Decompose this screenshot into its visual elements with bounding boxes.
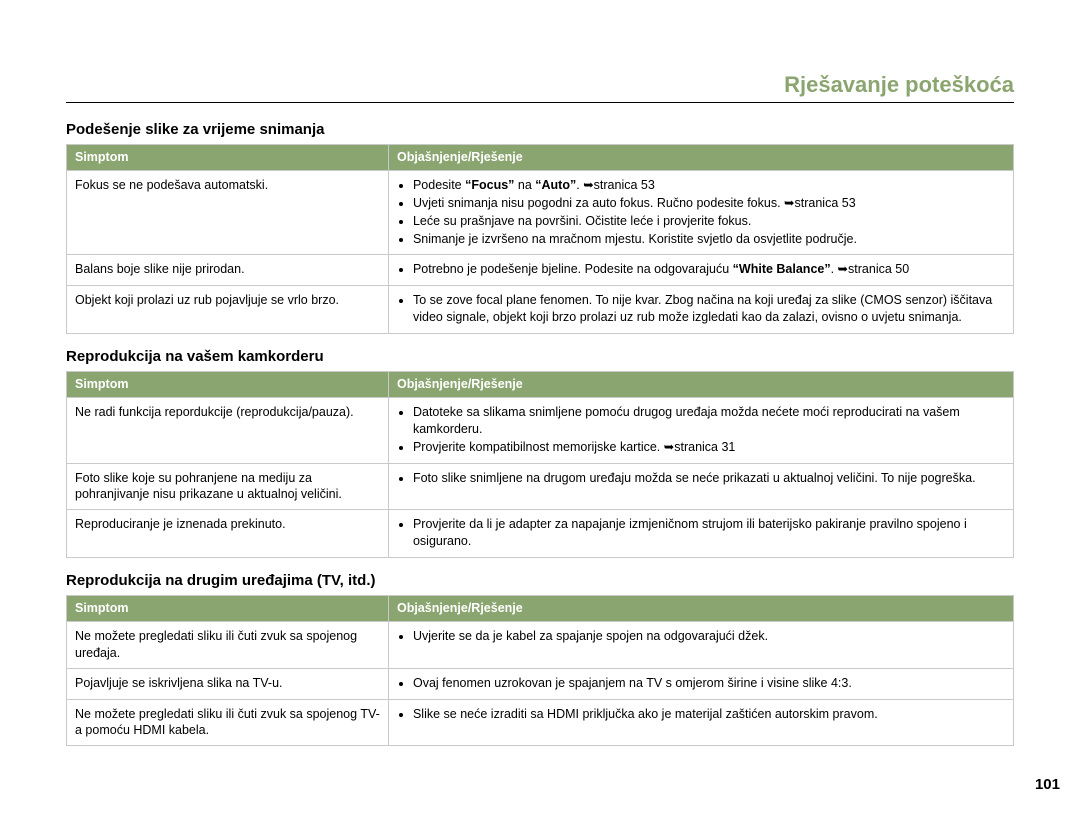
explanation-cell: Potrebno je podešenje bjeline. Podesite …	[388, 255, 1013, 286]
table-row: Reproduciranje je iznenada prekinuto.Pro…	[67, 510, 1014, 558]
explanation-cell: Uvjerite se da je kabel za spajanje spoj…	[388, 621, 1013, 668]
table-row: Balans boje slike nije prirodan.Potrebno…	[67, 255, 1014, 286]
explanation-cell: Foto slike snimljene na drugom uređaju m…	[388, 463, 1013, 510]
title-rule	[66, 102, 1014, 103]
symptom-cell: Objekt koji prolazi uz rub pojavljuje se…	[67, 286, 389, 334]
explanation-cell: Slike se neće izraditi sa HDMI priključk…	[388, 699, 1013, 746]
troubleshooting-table: SimptomObjašnjenje/RješenjeFokus se ne p…	[66, 144, 1014, 334]
section-title: Podešenje slike za vrijeme snimanja	[66, 121, 1014, 138]
symptom-cell: Reproduciranje je iznenada prekinuto.	[67, 510, 389, 558]
symptom-cell: Foto slike koje su pohranjene na mediju …	[67, 463, 389, 510]
section-title: Reprodukcija na vašem kamkorderu	[66, 348, 1014, 365]
symptom-cell: Ne možete pregledati sliku ili čuti zvuk…	[67, 621, 389, 668]
explanation-cell: Ovaj fenomen uzrokovan je spajanjem na T…	[388, 668, 1013, 699]
symptom-cell: Pojavljuje se iskrivljena slika na TV-u.	[67, 668, 389, 699]
explanation-cell: To se zove focal plane fenomen. To nije …	[388, 286, 1013, 334]
symptom-cell: Ne možete pregledati sliku ili čuti zvuk…	[67, 699, 389, 746]
table-row: Pojavljuje se iskrivljena slika na TV-u.…	[67, 668, 1014, 699]
table-row: Objekt koji prolazi uz rub pojavljuje se…	[67, 286, 1014, 334]
symptom-cell: Balans boje slike nije prirodan.	[67, 255, 389, 286]
troubleshooting-table: SimptomObjašnjenje/RješenjeNe radi funkc…	[66, 371, 1014, 558]
page-number: 101	[1035, 776, 1060, 793]
explanation-cell: Provjerite da li je adapter za napajanje…	[388, 510, 1013, 558]
troubleshooting-table: SimptomObjašnjenje/RješenjeNe možete pre…	[66, 595, 1014, 746]
explanation-cell: Podesite “Focus” na “Auto”. ➥stranica 53…	[388, 170, 1013, 255]
column-header-symptom: Simptom	[67, 145, 389, 171]
chapter-title: Rješavanje poteškoća	[66, 72, 1014, 98]
table-row: Ne radi funkcija repordukcije (reprodukc…	[67, 397, 1014, 463]
column-header-explanation: Objašnjenje/Rješenje	[388, 145, 1013, 171]
page: Rješavanje poteškoća Podešenje slike za …	[0, 0, 1080, 827]
column-header-symptom: Simptom	[67, 596, 389, 622]
sections-container: Podešenje slike za vrijeme snimanja Simpt…	[66, 121, 1014, 746]
symptom-cell: Fokus se ne podešava automatski.	[67, 170, 389, 255]
table-row: Ne možete pregledati sliku ili čuti zvuk…	[67, 621, 1014, 668]
column-header-explanation: Objašnjenje/Rješenje	[388, 596, 1013, 622]
explanation-cell: Datoteke sa slikama snimljene pomoću dru…	[388, 397, 1013, 463]
symptom-cell: Ne radi funkcija repordukcije (reprodukc…	[67, 397, 389, 463]
column-header-explanation: Objašnjenje/Rješenje	[388, 372, 1013, 398]
table-row: Ne možete pregledati sliku ili čuti zvuk…	[67, 699, 1014, 746]
section-title: Reprodukcija na drugim uređajima (TV, it…	[66, 572, 1014, 589]
table-row: Fokus se ne podešava automatski.Podesite…	[67, 170, 1014, 255]
column-header-symptom: Simptom	[67, 372, 389, 398]
table-row: Foto slike koje su pohranjene na mediju …	[67, 463, 1014, 510]
